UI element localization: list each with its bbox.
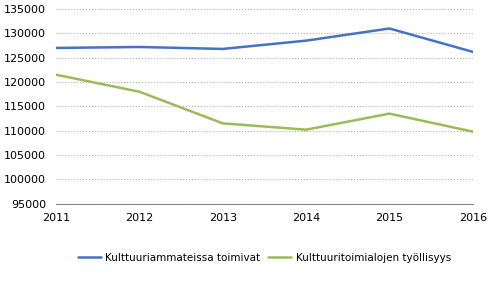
Kulttuuritoimialojen työllisyys xyxy=(220,121,226,125)
Kulttuuriammateissa toimivat xyxy=(303,39,309,43)
Legend: Kulttuuriammateissa toimivat, Kulttuuritoimialojen työllisyys: Kulttuuriammateissa toimivat, Kulttuurit… xyxy=(74,249,455,267)
Kulttuuriammateissa toimivat xyxy=(220,47,226,51)
Line: Kulttuuriammateissa toimivat: Kulttuuriammateissa toimivat xyxy=(56,28,473,52)
Kulttuuriammateissa toimivat xyxy=(53,46,59,50)
Kulttuuritoimialojen työllisyys xyxy=(470,130,476,133)
Kulttuuritoimialojen työllisyys xyxy=(53,73,59,76)
Kulttuuriammateissa toimivat xyxy=(386,27,392,30)
Kulttuuritoimialojen työllisyys xyxy=(386,112,392,115)
Kulttuuritoimialojen työllisyys xyxy=(136,90,142,94)
Kulttuuriammateissa toimivat xyxy=(136,45,142,49)
Line: Kulttuuritoimialojen työllisyys: Kulttuuritoimialojen työllisyys xyxy=(56,75,473,132)
Kulttuuriammateissa toimivat xyxy=(470,50,476,54)
Kulttuuritoimialojen työllisyys xyxy=(303,128,309,131)
